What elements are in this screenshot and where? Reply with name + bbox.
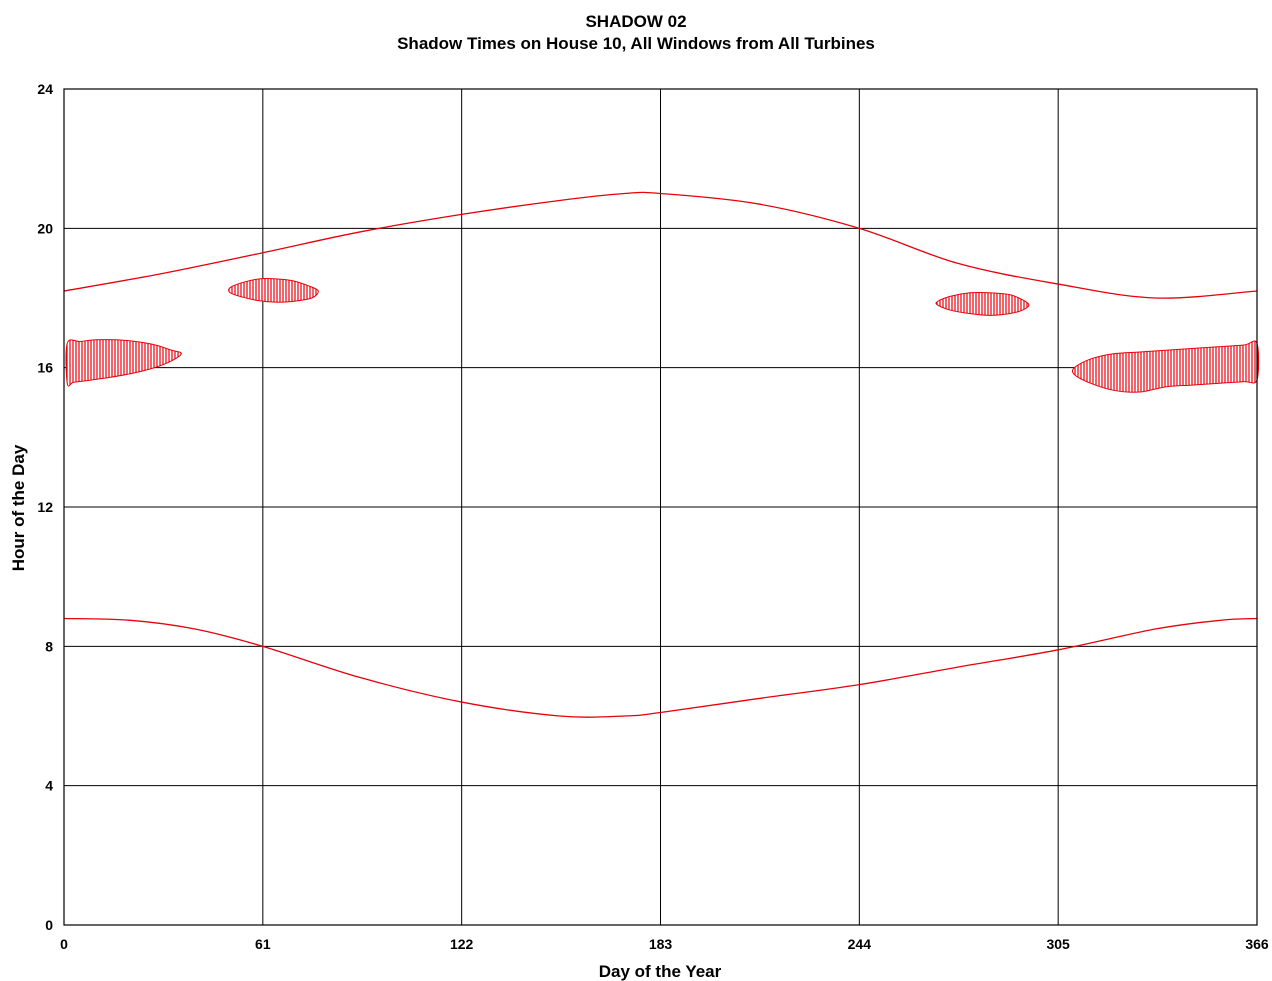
series-line — [63, 617, 1258, 718]
shadow-region — [228, 278, 319, 303]
series-lines — [63, 191, 1258, 718]
y-axis-ticks: 0 4 8 12 16 20 24 — [37, 81, 53, 933]
grid — [63, 88, 1258, 926]
y-axis-title: Hour of the Day — [9, 444, 28, 571]
chart-subtitle: Shadow Times on House 10, All Windows fr… — [397, 34, 875, 53]
y-tick-label: 0 — [45, 917, 53, 933]
x-tick-label: 244 — [848, 936, 872, 952]
x-axis-ticks: 0 61 122 183 244 305 366 — [60, 936, 1269, 952]
y-tick-label: 16 — [37, 360, 53, 376]
y-tick-label: 12 — [37, 499, 53, 515]
x-tick-label: 305 — [1046, 936, 1070, 952]
shadow-region — [1071, 340, 1260, 393]
y-tick-label: 20 — [37, 220, 53, 236]
plot-area-frame — [63, 88, 1258, 926]
shadow-region — [65, 339, 182, 387]
chart-title: SHADOW 02 — [585, 12, 686, 31]
shadow-region — [935, 291, 1030, 316]
shadow-regions — [65, 278, 1260, 393]
y-tick-label: 4 — [45, 778, 53, 794]
x-tick-label: 366 — [1245, 936, 1269, 952]
x-axis-title: Day of the Year — [599, 962, 722, 981]
y-tick-label: 8 — [45, 638, 53, 654]
series-line — [63, 191, 1258, 299]
x-tick-label: 183 — [649, 936, 673, 952]
x-tick-label: 0 — [60, 936, 68, 952]
x-tick-label: 61 — [255, 936, 271, 952]
x-tick-label: 122 — [450, 936, 474, 952]
y-tick-label: 24 — [37, 81, 53, 97]
